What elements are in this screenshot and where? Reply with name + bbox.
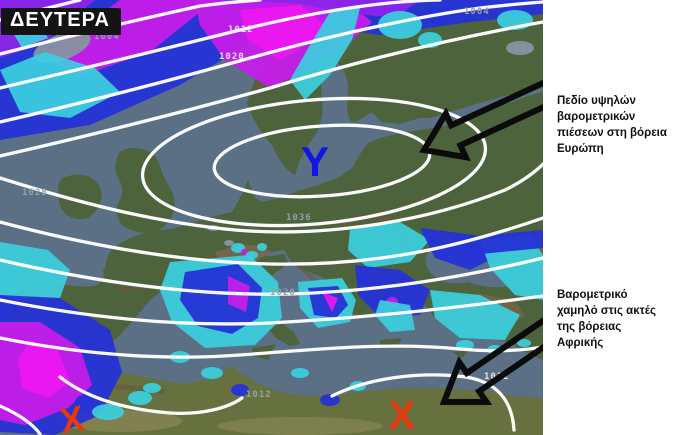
- isobar-label-1036: 1036: [286, 213, 312, 223]
- isobar-layer: [0, 0, 543, 435]
- synoptic-map-canvas: 1004 1012 1020 1004 1028 1036 1020 1012 …: [0, 0, 543, 435]
- isobar-label-1004-ne: 1004: [464, 7, 490, 17]
- low-pressure-annotation: Βαρομετρικό χαμηλό στις ακτές της βόρεια…: [557, 289, 656, 349]
- isobar-label-1012-sw: 1012: [246, 390, 272, 400]
- low-pressure-symbol-east: X: [389, 394, 416, 435]
- pressure-symbols: Y X X: [57, 138, 416, 435]
- high-annotation-arrow: [419, 79, 543, 162]
- isobar-label-1028: 1028: [22, 188, 48, 198]
- annotation-panel: Πεδίο υψηλών βαρομετρικών πιέσεων στη βό…: [543, 0, 685, 435]
- isobar-label-1012-n: 1012: [228, 25, 254, 35]
- isobar-label-1004-nw: 1004: [94, 32, 120, 42]
- isobar-label-1020-n: 1020: [219, 52, 245, 62]
- day-label: ΔΕΥΤΕΡΑ: [1, 8, 121, 35]
- high-pressure-annotation: Πεδίο υψηλών βαρομετρικών πιέσεων στη βό…: [557, 95, 667, 155]
- annotation-arrows: [419, 79, 543, 405]
- isobar-label-1020-s: 1020: [270, 288, 296, 298]
- africa-layer: [40, 366, 543, 435]
- low-annotation-arrow: [439, 317, 543, 405]
- high-pressure-symbol: Y: [301, 138, 329, 185]
